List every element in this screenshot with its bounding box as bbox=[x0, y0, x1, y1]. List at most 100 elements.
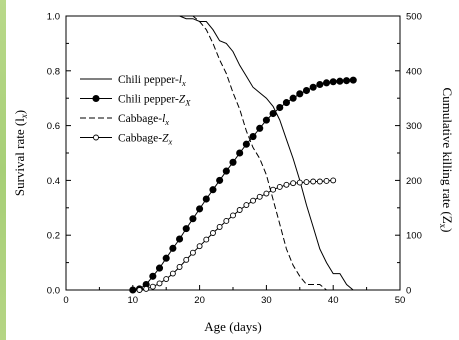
data-point-chili-pepper-zx bbox=[282, 99, 290, 107]
data-point-chili-pepper-zx bbox=[296, 90, 304, 98]
data-point-cabbage-zx bbox=[196, 243, 203, 250]
data-point-chili-pepper-zx bbox=[162, 254, 170, 262]
data-point-chili-pepper-zx bbox=[242, 140, 250, 148]
data-point-chili-pepper-zx bbox=[289, 94, 297, 102]
legend-label: Cabbage-Zx bbox=[118, 133, 172, 147]
right-y-axis-ticks: 0 100 200 300 400 500 bbox=[395, 12, 422, 297]
legend-label-name: Chili pepper- bbox=[118, 74, 179, 86]
data-point-chili-pepper-zx bbox=[169, 244, 177, 252]
data-point-cabbage-zx bbox=[136, 287, 143, 293]
data-point-chili-pepper-zx bbox=[202, 195, 210, 203]
left-y-tick-label: 0.6 bbox=[47, 121, 60, 132]
data-point-chili-pepper-zx bbox=[276, 103, 284, 112]
data-point-cabbage-zx bbox=[250, 197, 256, 204]
legend-label-name: Cabbage- bbox=[118, 133, 162, 145]
data-point-cabbage-zx bbox=[216, 224, 223, 230]
data-point-cabbage-zx bbox=[149, 283, 156, 290]
legend-label-subscript: X bbox=[184, 98, 191, 108]
data-point-chili-pepper-zx bbox=[149, 272, 157, 280]
legend-label-variable: Z bbox=[162, 133, 169, 145]
left-y-axis-title-main: Survival rate (l bbox=[12, 118, 27, 196]
data-point-chili-pepper-zx bbox=[209, 186, 217, 194]
left-y-axis-ticks: 0.0 0.2 0.4 0.6 0.8 1.0 bbox=[47, 12, 71, 297]
right-y-tick-label: 500 bbox=[406, 12, 422, 23]
data-point-cabbage-zx bbox=[243, 202, 250, 209]
data-point-chili-pepper-zx bbox=[182, 225, 190, 233]
data-point-chili-pepper-zx bbox=[302, 86, 311, 95]
data-point-chili-pepper-zx bbox=[262, 116, 270, 124]
data-point-cabbage-zx bbox=[143, 285, 150, 292]
data-point-cabbage-zx bbox=[303, 179, 310, 185]
data-point-cabbage-zx bbox=[169, 270, 176, 277]
data-point-chili-pepper-zx bbox=[309, 83, 317, 91]
data-point-cabbage-zx bbox=[276, 184, 283, 190]
data-point-cabbage-zx bbox=[330, 177, 337, 184]
legend-marker bbox=[93, 134, 99, 141]
data-point-cabbage-zx bbox=[176, 264, 183, 270]
legend-label-subscript: x bbox=[181, 78, 186, 88]
data-point-cabbage-zx bbox=[270, 186, 277, 193]
data-point-cabbage-zx bbox=[263, 190, 270, 197]
x-axis-title: Age (days) bbox=[204, 319, 261, 334]
x-axis-ticks: 0 10 20 30 40 50 bbox=[63, 285, 405, 306]
data-point-cabbage-zx bbox=[310, 178, 317, 185]
data-point-cabbage-zx bbox=[316, 178, 323, 185]
data-point-cabbage-zx bbox=[156, 280, 163, 287]
data-point-cabbage-zx bbox=[283, 181, 290, 188]
right-y-axis-title-close: ) bbox=[440, 228, 455, 232]
legend-label-variable: l bbox=[162, 113, 165, 125]
left-edge-strip bbox=[0, 0, 6, 340]
x-tick-label: 10 bbox=[128, 295, 139, 306]
right-y-tick-label: 100 bbox=[406, 231, 422, 242]
legend-label: Chili pepper-ZX bbox=[118, 94, 191, 108]
legend-label: Cabbage-lx bbox=[118, 113, 169, 127]
data-point-chili-pepper-zx bbox=[129, 286, 137, 294]
data-point-chili-pepper-zx bbox=[336, 77, 344, 85]
left-y-tick-label: 0.4 bbox=[47, 176, 60, 187]
legend-label: Chili pepper-lx bbox=[118, 74, 186, 88]
legend-label-subscript: x bbox=[167, 137, 172, 147]
data-point-chili-pepper-zx bbox=[349, 76, 357, 84]
left-y-tick-label: 0.0 bbox=[47, 286, 60, 297]
data-point-chili-pepper-zx bbox=[236, 149, 244, 157]
x-tick-label: 30 bbox=[261, 295, 272, 306]
data-point-cabbage-zx bbox=[230, 212, 236, 219]
left-y-axis-title-sub: x bbox=[19, 114, 29, 119]
data-point-chili-pepper-zx bbox=[196, 205, 204, 213]
legend-label-name: Chili pepper- bbox=[118, 94, 179, 106]
data-point-chili-pepper-zx bbox=[229, 158, 237, 166]
legend-label-variable: Z bbox=[179, 94, 186, 106]
series-line-chili-pepper-lx bbox=[66, 15, 354, 291]
x-tick-label: 40 bbox=[328, 295, 339, 306]
data-point-cabbage-zx bbox=[296, 179, 303, 186]
legend-marker bbox=[92, 94, 100, 103]
x-tick-label: 50 bbox=[395, 295, 406, 306]
data-point-cabbage-zx bbox=[236, 207, 243, 213]
right-y-tick-label: 0 bbox=[406, 286, 411, 297]
data-point-chili-pepper-zx bbox=[155, 264, 164, 272]
legend-label-variable: l bbox=[179, 74, 182, 86]
right-y-tick-label: 300 bbox=[406, 121, 422, 132]
legend-label-name: Cabbage- bbox=[118, 113, 162, 125]
right-y-tick-label: 400 bbox=[406, 66, 422, 77]
left-y-tick-label: 0.8 bbox=[47, 66, 60, 77]
right-y-axis-title-main: Cumulative killing rate (Z bbox=[440, 88, 455, 224]
data-point-chili-pepper-zx bbox=[249, 133, 257, 141]
data-point-cabbage-zx bbox=[290, 180, 297, 187]
data-point-chili-pepper-zx bbox=[216, 176, 224, 184]
data-point-chili-pepper-zx bbox=[329, 78, 337, 86]
left-y-axis-title: Survival rate (lx) bbox=[12, 110, 29, 196]
data-point-chili-pepper-zx bbox=[189, 215, 197, 223]
data-point-cabbage-zx bbox=[189, 249, 196, 256]
data-point-cabbage-zx bbox=[256, 193, 263, 200]
data-point-chili-pepper-zx bbox=[222, 167, 230, 175]
x-tick-label: 20 bbox=[194, 295, 205, 306]
data-point-cabbage-zx bbox=[210, 230, 216, 236]
left-y-axis-title-close: ) bbox=[12, 110, 27, 114]
data-point-chili-pepper-zx bbox=[256, 124, 264, 132]
data-point-chili-pepper-zx bbox=[322, 79, 331, 87]
legend-label-subscript: x bbox=[164, 117, 169, 127]
data-point-chili-pepper-zx bbox=[269, 109, 277, 118]
